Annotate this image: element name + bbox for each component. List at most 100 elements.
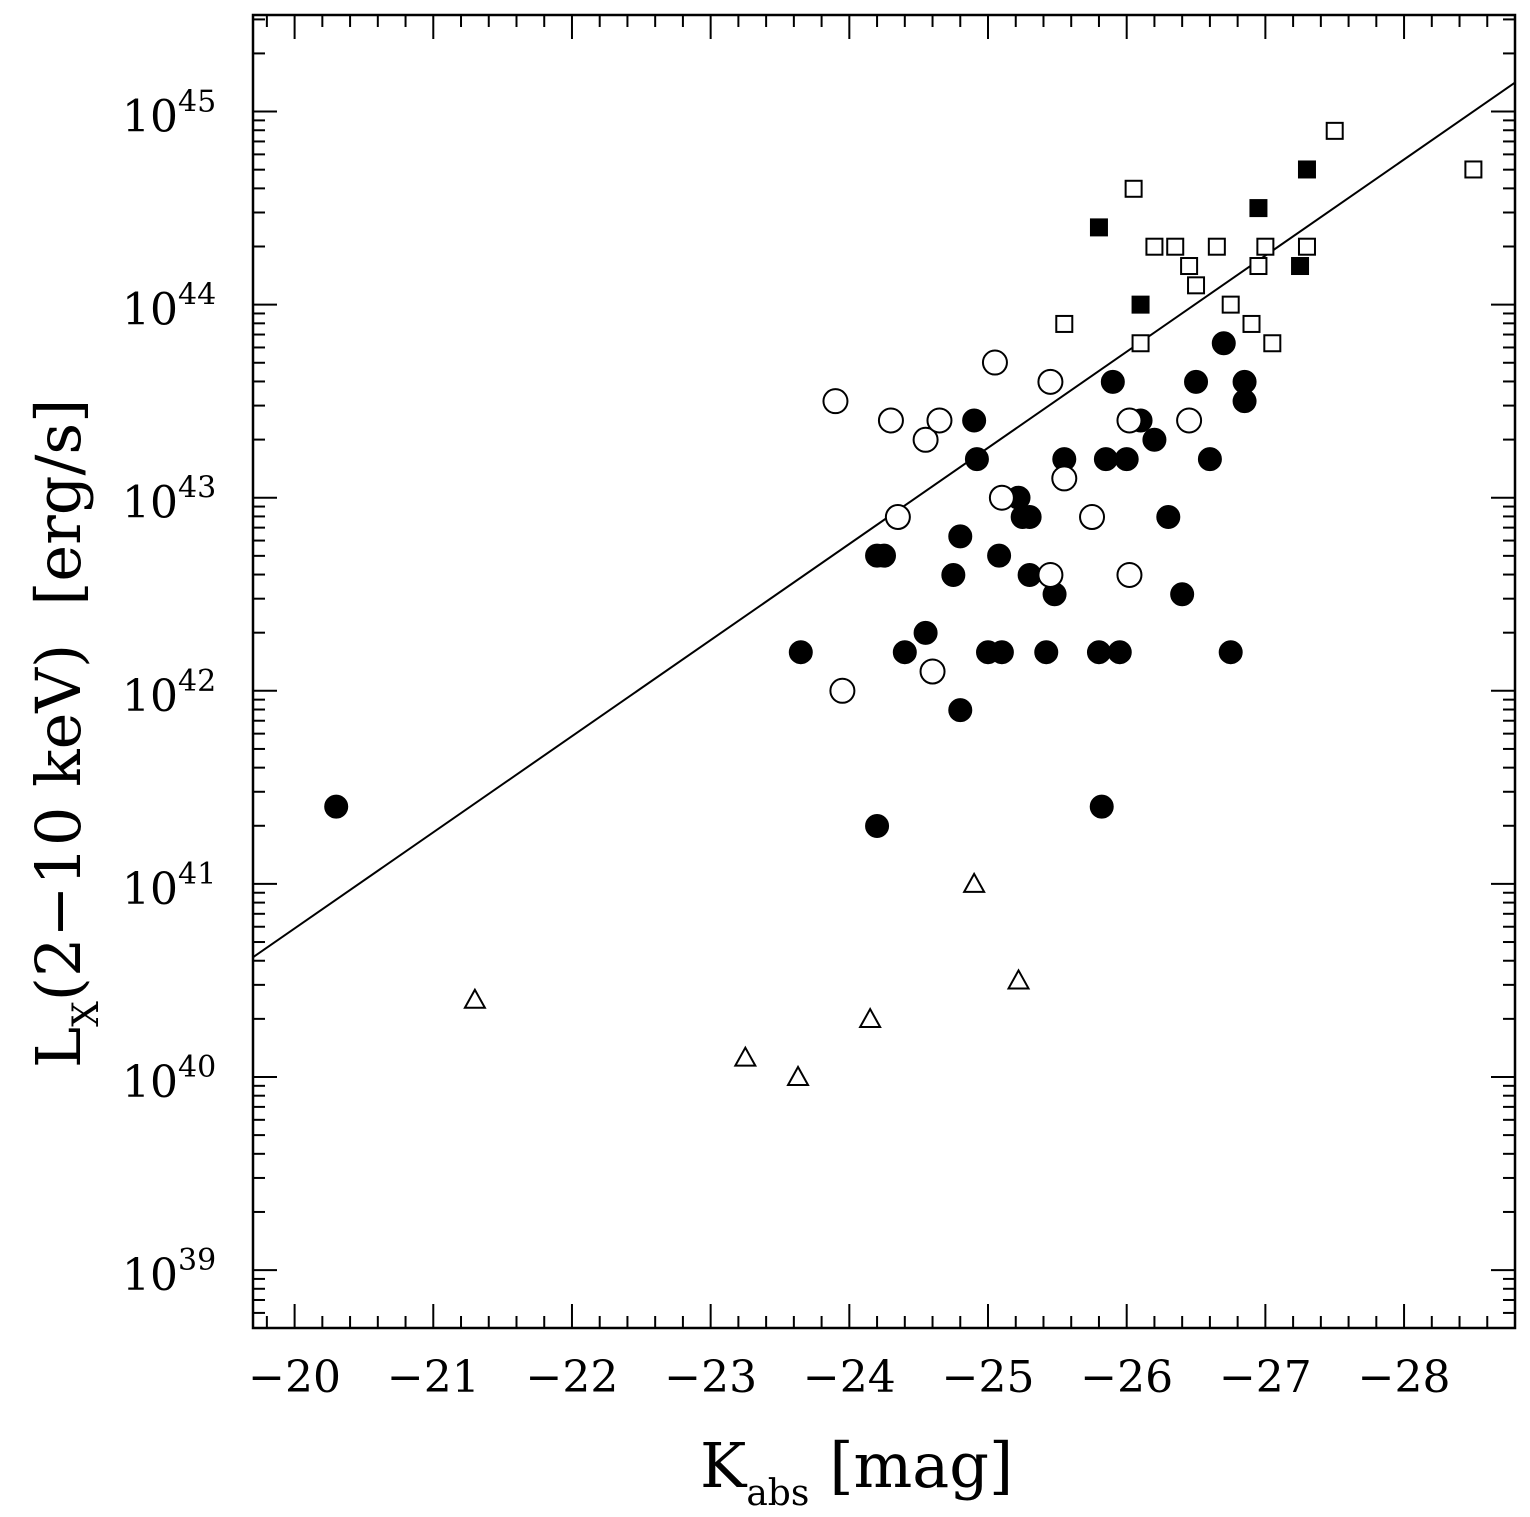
open-squares-point: [1464, 160, 1483, 179]
x-axis-title-main: K: [700, 1429, 748, 1502]
y-tick-exponent: 41: [178, 857, 216, 892]
y-tick-base: 10: [122, 671, 178, 722]
open-circles-point: [1037, 368, 1064, 395]
open-triangles-point: [463, 987, 487, 1009]
filled-squares-point: [1291, 257, 1310, 276]
filled-circles-point: [1232, 389, 1257, 414]
open-circles-point: [912, 426, 939, 453]
filled-circles-point: [1017, 562, 1042, 587]
open-squares-point: [1180, 257, 1199, 276]
filled-circles-point: [1142, 427, 1167, 452]
open-triangles-point: [962, 871, 986, 893]
y-tick-label: 1045: [122, 85, 216, 143]
y-tick-exponent: 42: [178, 664, 216, 699]
y-tick-exponent: 45: [178, 85, 216, 120]
filled-circles-point: [1107, 640, 1132, 665]
open-triangles-point: [733, 1045, 758, 1067]
filled-circles-point: [1093, 447, 1118, 472]
y-tick-label: 1041: [122, 857, 216, 915]
fit-line-group: [252, 81, 1516, 959]
y-tick-base: 10: [122, 1057, 178, 1108]
fit-line: [252, 81, 1516, 959]
y-tick-label: 1042: [122, 664, 216, 722]
open-squares-point: [1207, 237, 1226, 256]
open-squares-point: [1256, 237, 1275, 256]
filled-circles-point: [324, 794, 349, 819]
y-axis-title-unit: [erg/s]: [22, 399, 95, 606]
y-tick-base: 10: [122, 864, 178, 915]
filled-circles-point: [865, 813, 890, 838]
open-squares-point: [1166, 237, 1185, 256]
filled-squares-point: [1131, 295, 1150, 314]
open-squares-point: [1242, 314, 1261, 333]
y-tick-base: 10: [122, 1250, 178, 1301]
x-tick-label: −21: [387, 1352, 480, 1403]
open-squares-point: [1187, 276, 1206, 295]
y-axis-title-sub: X: [66, 1001, 107, 1027]
x-axis-title: Kabs [mag]: [700, 1429, 1013, 1514]
x-tick-label: −22: [526, 1352, 619, 1403]
x-tick-label: −27: [1219, 1352, 1312, 1403]
open-circles-point: [1116, 407, 1143, 434]
open-circles-point: [877, 407, 904, 434]
filled-circles-point: [1184, 369, 1209, 394]
filled-circles-point: [872, 543, 896, 568]
x-axis-title-unit: [mag]: [829, 1429, 1013, 1502]
filled-circles-point: [788, 640, 813, 665]
y-tick-exponent: 43: [178, 471, 216, 506]
plot-frame: [251, 13, 1517, 1330]
open-squares-point: [1221, 295, 1240, 314]
open-circles-point: [1051, 465, 1078, 492]
filled-squares-point: [1297, 160, 1316, 179]
filled-circles-point: [987, 543, 1012, 568]
x-tick-label: −23: [664, 1352, 757, 1403]
filled-circles-point: [962, 408, 987, 433]
open-squares-point: [1055, 314, 1074, 333]
filled-circles-point: [964, 447, 989, 472]
y-tick-exponent: 44: [178, 278, 216, 313]
open-circles-point: [1037, 561, 1064, 588]
filled-circles-point: [1017, 505, 1042, 530]
y-tick-base: 10: [122, 285, 178, 336]
y-tick-base: 10: [122, 92, 178, 143]
x-tick-label: −24: [803, 1352, 896, 1403]
x-tick-label: −26: [1080, 1352, 1173, 1403]
filled-circles-point: [1211, 331, 1236, 356]
filled-circles-point: [1089, 794, 1114, 819]
x-tick-labels: −20 −21 −22 −23 −24 −25 −26 −27 −28: [248, 1352, 1450, 1403]
x-tick-label: −28: [1358, 1352, 1451, 1403]
x-axis-title-sub: abs: [746, 1473, 809, 1514]
y-tick-label: 1043: [122, 471, 216, 529]
axis-ticks: [253, 15, 1516, 1328]
y-tick-exponent: 39: [178, 1243, 216, 1278]
open-squares-point: [1124, 179, 1143, 198]
open-circles-point: [1116, 561, 1143, 588]
filled-circles-point: [1197, 447, 1222, 472]
open-circles-point: [829, 677, 856, 704]
open-squares-point: [1249, 257, 1268, 276]
filled-circles-point: [989, 640, 1014, 665]
open-squares-point: [1263, 334, 1282, 353]
filled-circles-point: [941, 562, 966, 587]
open-squares-point: [1131, 334, 1150, 353]
open-squares-point: [1145, 237, 1164, 256]
y-axis-title-main: L: [22, 1027, 95, 1068]
open-squares-point: [1325, 121, 1344, 140]
y-axis-title-rest: (2−10 keV): [22, 644, 95, 1001]
filled-circles-point: [1086, 640, 1111, 665]
filled-circles-point: [948, 698, 973, 723]
filled-circles-point: [1114, 447, 1139, 472]
open-circles-point: [988, 484, 1015, 511]
x-tick-label: −25: [942, 1352, 1035, 1403]
filled-circles-point: [948, 524, 973, 549]
filled-squares-point: [1089, 218, 1108, 237]
filled-circles-point: [1156, 505, 1181, 530]
open-squares-point: [1297, 237, 1316, 256]
open-triangles-point: [1006, 968, 1031, 990]
y-tick-label: 1039: [122, 1243, 216, 1301]
filled-squares-point: [1249, 199, 1268, 218]
filled-circles-point: [1218, 640, 1243, 665]
filled-circles-point: [1170, 582, 1195, 607]
